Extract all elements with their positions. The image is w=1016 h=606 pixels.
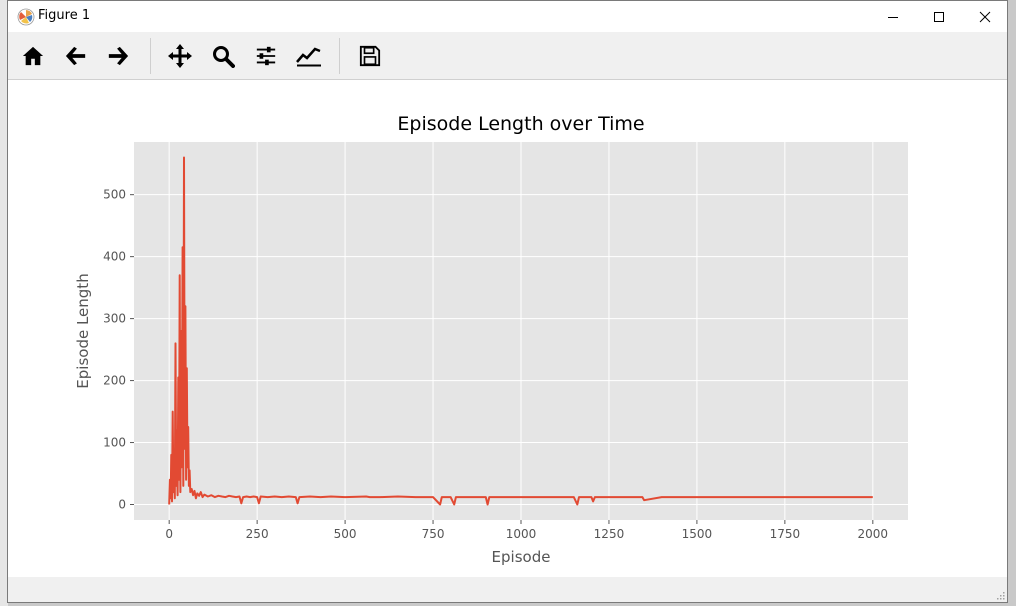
y-tick-label: 500 (103, 188, 126, 202)
line-chart[interactable]: 0 250 500 750 1000 1250 1500 1750 2000 0 100 200 300… (8, 80, 1007, 577)
title-bar: Figure 1 (8, 1, 1007, 32)
axis-ticks: 0 250 500 750 1000 1250 1500 1750 2000 0 100 200 300… (103, 188, 888, 541)
minimize-button[interactable] (870, 1, 916, 32)
close-icon (979, 11, 991, 22)
pan-button[interactable] (163, 40, 197, 72)
maximize-icon (934, 11, 944, 22)
status-bar (8, 577, 1007, 602)
customize-icon (296, 47, 321, 67)
series-line (168, 156, 873, 506)
y-tick-label: 300 (103, 312, 126, 326)
toolbar-separator (150, 38, 151, 74)
x-tick-label: 250 (246, 527, 269, 541)
x-tick-label: 1250 (594, 527, 625, 541)
x-tick-label: 1750 (770, 527, 801, 541)
save-button[interactable] (353, 40, 387, 72)
back-button[interactable] (59, 40, 93, 72)
zoom-icon (213, 46, 235, 68)
home-button[interactable] (16, 40, 50, 72)
forward-button[interactable] (101, 40, 135, 72)
maximize-button[interactable] (916, 1, 962, 32)
x-tick-label: 2000 (858, 527, 889, 541)
x-tick-label: 1500 (682, 527, 713, 541)
series-lines (168, 156, 873, 506)
x-tick-label: 750 (422, 527, 445, 541)
matplotlib-logo-icon (17, 8, 35, 26)
customize-button[interactable] (292, 40, 326, 72)
navigation-toolbar (8, 32, 1007, 80)
home-icon (22, 46, 44, 66)
x-tick-label: 500 (334, 527, 357, 541)
subplots-icon (256, 46, 276, 66)
x-tick-label: 1000 (506, 527, 537, 541)
background-strip (0, 0, 8, 606)
minimize-icon (888, 16, 898, 18)
save-icon (359, 45, 381, 67)
y-tick-label: 400 (103, 250, 126, 264)
figure-canvas[interactable]: 0 250 500 750 1000 1250 1500 1750 2000 0 100 200 300… (8, 80, 1007, 577)
subplots-button[interactable] (249, 40, 283, 72)
pan-icon (168, 44, 192, 68)
close-button[interactable] (962, 1, 1008, 32)
y-tick-label: 200 (103, 374, 126, 388)
figure-window: Figure 1 (7, 0, 1008, 603)
x-axis-label: Episode (492, 548, 551, 566)
chart-title: Episode Length over Time (397, 113, 644, 135)
resize-grip-icon[interactable] (995, 590, 1005, 600)
grid-lines (134, 142, 908, 520)
window-title: Figure 1 (38, 8, 91, 23)
x-tick-label: 0 (165, 527, 173, 541)
y-tick-label: 0 (118, 498, 126, 512)
zoom-button[interactable] (206, 40, 240, 72)
y-tick-label: 100 (103, 436, 126, 450)
toolbar-separator (339, 38, 340, 74)
forward-arrow-icon (108, 46, 129, 66)
back-arrow-icon (65, 46, 86, 66)
y-axis-label: Episode Length (74, 273, 92, 388)
